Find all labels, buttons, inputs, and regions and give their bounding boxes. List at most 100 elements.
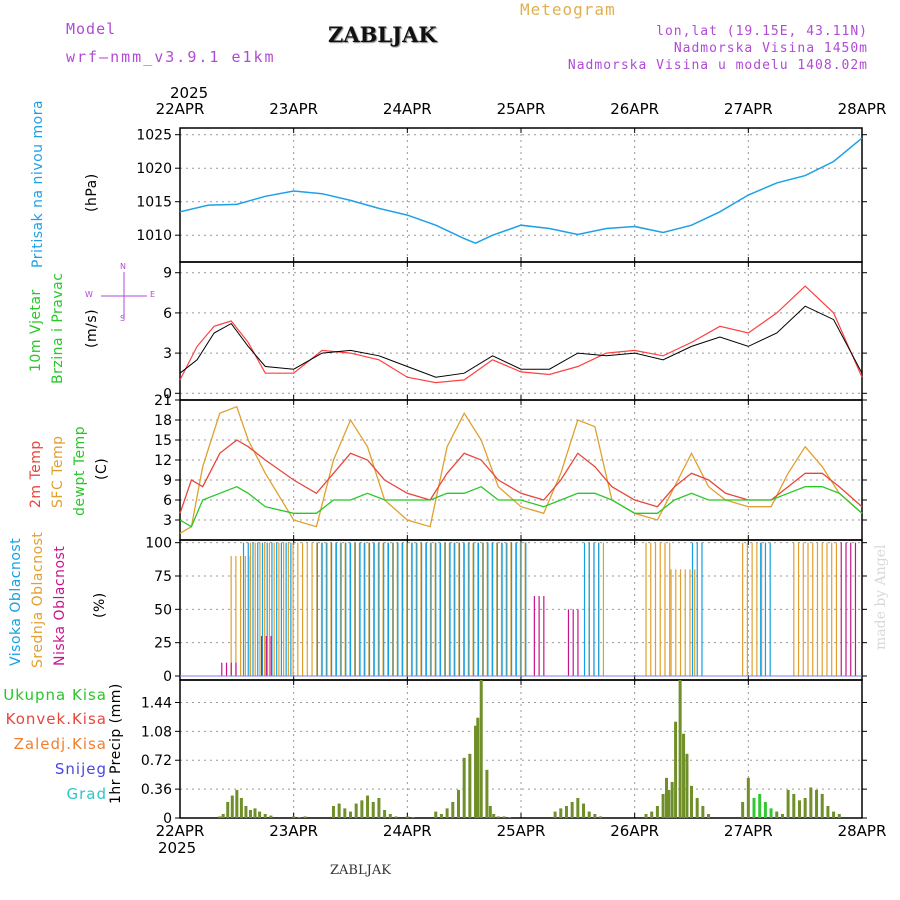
meteogram-title: Meteogram bbox=[520, 0, 616, 19]
precip-bar bbox=[758, 793, 762, 818]
precip-bar bbox=[239, 797, 243, 818]
precip-bar bbox=[559, 808, 563, 818]
precip-bar bbox=[674, 721, 678, 818]
precip-bar bbox=[695, 797, 699, 818]
date-label-bottom: 24APR bbox=[383, 822, 432, 840]
precip-bar bbox=[354, 803, 358, 818]
date-label-top: 28APR bbox=[838, 100, 887, 118]
dewpt-line bbox=[179, 485, 863, 528]
precip-bar bbox=[670, 781, 674, 818]
temperature-ytick-label: 18 bbox=[154, 413, 172, 429]
precip-ytick-label: 1.08 bbox=[141, 724, 172, 740]
model-label: Model bbox=[66, 20, 117, 38]
precip-bar bbox=[394, 816, 398, 818]
precip-bar bbox=[337, 803, 341, 818]
precip-bar bbox=[797, 800, 801, 818]
sfc-temp-line bbox=[179, 405, 863, 534]
precip-bar bbox=[451, 801, 455, 818]
precip-bar bbox=[269, 815, 273, 818]
temperature-ytick-label: 9 bbox=[163, 473, 172, 489]
precip-bar bbox=[235, 789, 239, 818]
precip-bar bbox=[377, 797, 381, 818]
precip-bar bbox=[383, 809, 387, 818]
precip-bar bbox=[502, 816, 506, 818]
precip-bar bbox=[826, 805, 830, 818]
wind-speed-line bbox=[179, 305, 863, 378]
temperature-ytick-label: 21 bbox=[154, 393, 172, 409]
precip-bar bbox=[258, 811, 262, 818]
precip-bar bbox=[476, 717, 480, 818]
precip-bar bbox=[485, 769, 489, 818]
wind-frame bbox=[179, 261, 863, 401]
precip-bar bbox=[678, 680, 682, 818]
precip-bar bbox=[593, 813, 597, 818]
precip-bar bbox=[488, 805, 492, 818]
precip-ytick-label: 1.44 bbox=[141, 695, 172, 711]
precip-bar bbox=[815, 789, 819, 818]
legend-frz: Zaledj.Kisa bbox=[13, 735, 107, 753]
precip-bar bbox=[349, 811, 352, 818]
date-label-top: 25APR bbox=[497, 100, 546, 118]
precip-bar bbox=[226, 801, 230, 818]
precip-bar bbox=[388, 813, 392, 818]
year-bottom: 2025 bbox=[158, 839, 197, 857]
date-label-bottom: 22APR bbox=[156, 822, 205, 840]
model-name: wrf–nmm_v3.9.1 e1km bbox=[66, 48, 276, 66]
precip-bar bbox=[780, 813, 784, 818]
precip-bar bbox=[297, 817, 301, 818]
year-top: 2025 bbox=[170, 84, 209, 102]
wind-ytick-label: 6 bbox=[163, 306, 172, 322]
date-label-top: 22APR bbox=[156, 100, 205, 118]
precip-bar bbox=[221, 813, 225, 818]
precip-bar bbox=[248, 809, 252, 818]
wind-ytick-label: 9 bbox=[163, 266, 172, 282]
date-label-top: 26APR bbox=[610, 100, 659, 118]
clouds-ytick-label: 50 bbox=[154, 602, 172, 618]
precip-bar bbox=[690, 785, 693, 818]
precip-bar bbox=[508, 817, 512, 818]
elevation-text: Nadmorska Visina 1450m bbox=[673, 41, 868, 56]
lonlat-text: lon,lat (19.15E, 43.11N) bbox=[656, 24, 868, 39]
precip-bar bbox=[655, 805, 659, 818]
pressure-ytick-label: 1025 bbox=[136, 128, 172, 144]
precip-bar bbox=[553, 811, 557, 818]
precip-bar bbox=[445, 808, 449, 818]
precip-bar bbox=[230, 795, 234, 818]
precip-bar bbox=[667, 789, 671, 818]
precip-bar bbox=[599, 816, 603, 818]
precip-bar bbox=[492, 813, 496, 818]
precip-bar bbox=[462, 757, 466, 818]
precip-bar bbox=[582, 803, 586, 818]
precip-bar bbox=[769, 808, 773, 818]
precip-bar bbox=[803, 797, 807, 818]
model-elevation-text: Nadmorska Visina u modelu 1408.02m bbox=[567, 58, 868, 73]
date-label-bottom: 25APR bbox=[497, 822, 546, 840]
precip-bar bbox=[456, 789, 460, 818]
precip-bar bbox=[775, 811, 779, 818]
precip-bar bbox=[587, 811, 591, 818]
legend-hail: Grad bbox=[66, 785, 107, 803]
precip-bar bbox=[218, 816, 222, 818]
precip-bar bbox=[366, 795, 370, 818]
date-label-bottom: 28APR bbox=[838, 822, 887, 840]
precip-bar bbox=[763, 801, 767, 818]
date-label-bottom: 26APR bbox=[610, 822, 659, 840]
precip-bar bbox=[411, 817, 415, 818]
precip-ytick-label: 0 bbox=[163, 811, 172, 827]
precip-bar bbox=[570, 801, 574, 818]
precip-frame bbox=[179, 679, 863, 819]
legend-conv: Konvek.Kisa bbox=[5, 710, 107, 728]
compass-east: E bbox=[150, 290, 156, 299]
date-label-top: 23APR bbox=[269, 100, 318, 118]
precip-bar bbox=[474, 725, 478, 818]
precip-bar bbox=[263, 813, 267, 818]
precip-bar bbox=[253, 808, 257, 818]
precip-bar bbox=[664, 777, 668, 818]
date-label-top: 27APR bbox=[724, 100, 773, 118]
precip-bar bbox=[479, 680, 483, 818]
temperature-ytick-label: 12 bbox=[154, 453, 172, 469]
temperature-ytick-label: 15 bbox=[154, 433, 172, 449]
precip-bar bbox=[576, 797, 580, 818]
precip-bar bbox=[650, 811, 654, 818]
